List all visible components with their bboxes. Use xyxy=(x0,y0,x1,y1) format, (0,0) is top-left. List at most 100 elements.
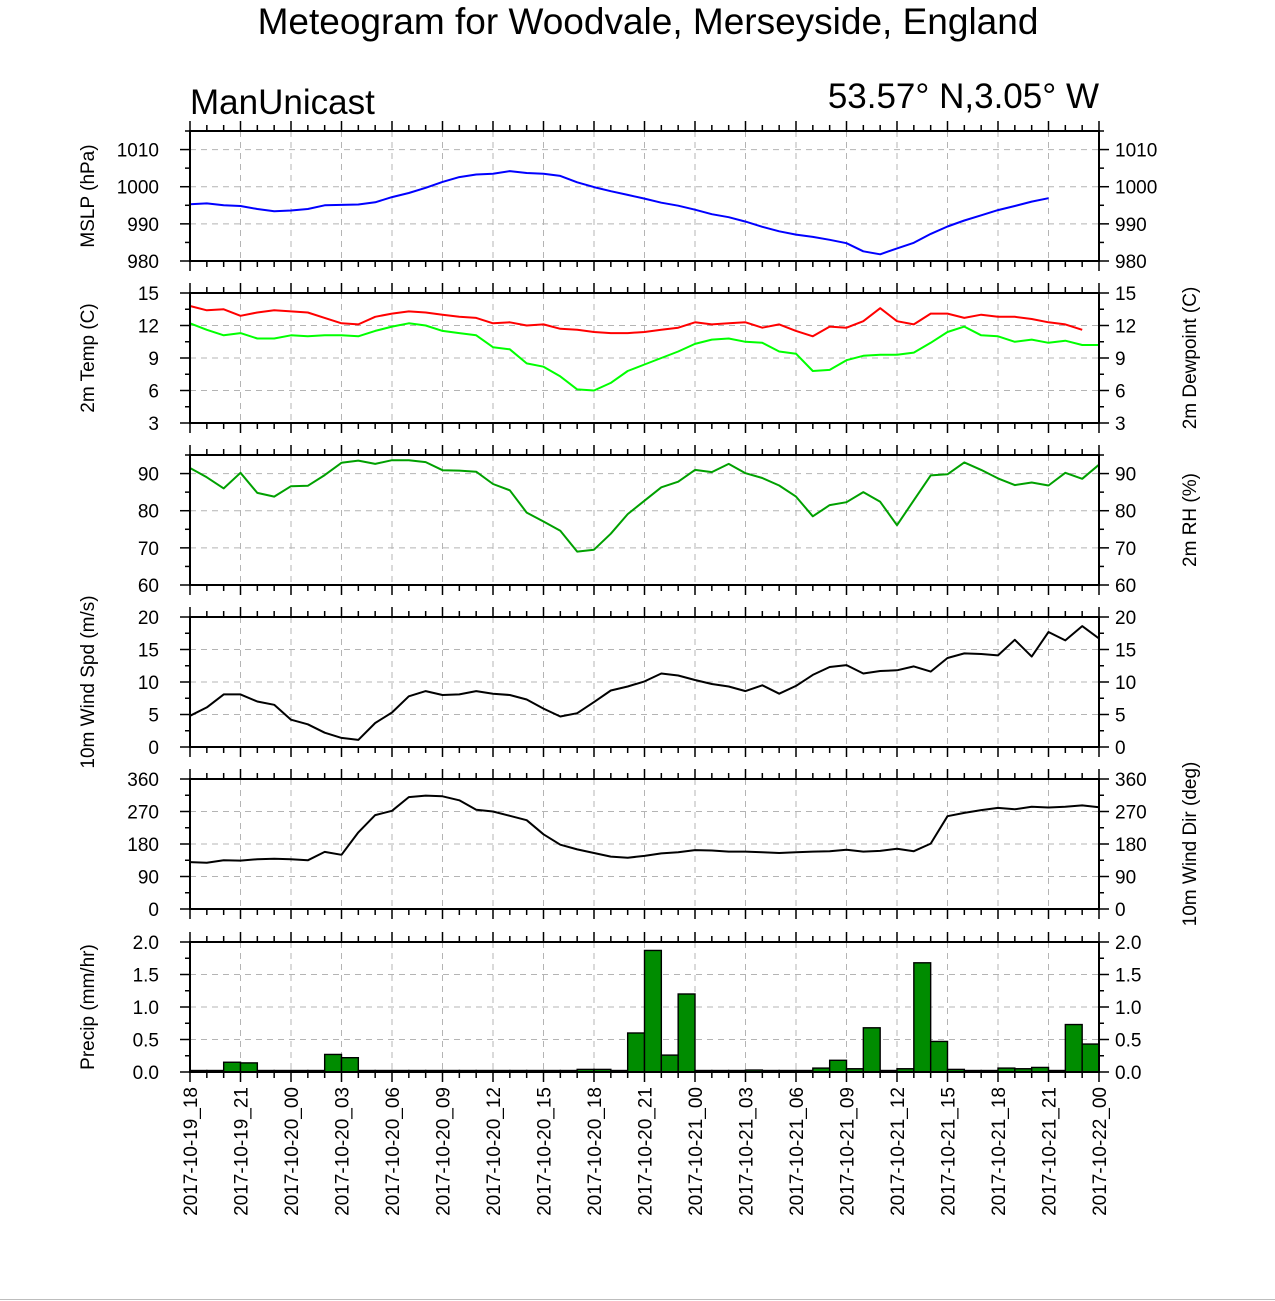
time-tick-label: 2017-10-22_00 xyxy=(1090,1087,1111,1216)
y-tick-label-right: 180 xyxy=(1115,835,1147,856)
precip-bar xyxy=(643,949,663,1073)
precip-bar xyxy=(340,1056,360,1073)
time-tick-label: 2017-10-19_18 xyxy=(181,1087,202,1216)
y-tick-label-left: 12 xyxy=(138,317,159,338)
time-tick-label: 2017-10-20_18 xyxy=(585,1087,606,1216)
y-axis-title-right: 2m RH (%) xyxy=(1180,473,1201,567)
time-tick-label: 2017-10-20_00 xyxy=(282,1087,303,1216)
panel-relative-humidity: 60 60 70 70 80 80 90 90 2m RH (%) xyxy=(138,445,1201,597)
y-tick-label-right: 6 xyxy=(1115,382,1126,403)
precip-bar xyxy=(239,1062,259,1073)
precip-bar xyxy=(323,1053,343,1073)
precip-bar xyxy=(677,993,696,1073)
y-tick-label-right: 0 xyxy=(1115,900,1126,921)
y-tick-label-right: 990 xyxy=(1115,215,1147,236)
time-tick-label: 2017-10-20_12 xyxy=(484,1087,505,1216)
precip-bar xyxy=(929,1040,949,1073)
source-label: ManUnicast xyxy=(190,83,375,122)
precip-bar xyxy=(913,962,932,1073)
y-tick-label-left: 6 xyxy=(148,382,159,403)
series-line-relative-humidity-0 xyxy=(189,459,1100,553)
y-tick-label-left: 0.5 xyxy=(133,1031,159,1052)
time-tick-label: 2017-10-21_12 xyxy=(888,1087,909,1216)
y-tick-label-left: 990 xyxy=(127,215,159,236)
time-tick-label: 2017-10-21_15 xyxy=(939,1087,960,1216)
time-tick-label: 2017-10-21_00 xyxy=(686,1087,707,1216)
y-tick-label-left: 0 xyxy=(148,900,159,921)
y-tick-label-right: 3 xyxy=(1115,414,1126,435)
precip-bar xyxy=(1081,1043,1100,1073)
y-tick-label-right: 1.5 xyxy=(1115,966,1141,987)
y-tick-label-left: 9 xyxy=(148,349,159,370)
series-line-temperature-dewpoint-0 xyxy=(189,305,1083,338)
time-tick-label: 2017-10-21_21 xyxy=(1040,1087,1061,1216)
precip-bar xyxy=(862,1027,881,1073)
panel-wind-speed: 0 0 5 5 10 10 15 15 20 20 10m Wind Spd (m/s) xyxy=(78,595,1136,768)
series-line-wind-speed-0 xyxy=(189,625,1100,741)
y-tick-label-left: 10 xyxy=(138,673,159,694)
y-tick-label-left: 1.5 xyxy=(133,966,159,987)
y-tick-label-right: 0 xyxy=(1115,738,1126,759)
y-tick-label-left: 180 xyxy=(127,835,159,856)
y-axis-title-right: 2m Dewpoint (C) xyxy=(1180,287,1201,430)
y-tick-label-right: 980 xyxy=(1115,252,1147,273)
y-tick-label-left: 70 xyxy=(138,539,159,560)
time-tick-label: 2017-10-20_06 xyxy=(383,1087,404,1216)
time-tick-label: 2017-10-21_03 xyxy=(737,1087,758,1216)
y-tick-label-left: 980 xyxy=(127,252,159,273)
y-tick-label-right: 60 xyxy=(1115,576,1136,597)
time-tick-label: 2017-10-19_21 xyxy=(232,1087,253,1216)
location-label: 53.57° N,3.05° W xyxy=(828,77,1099,116)
time-tick-label: 2017-10-21_06 xyxy=(787,1087,808,1216)
precip-bar xyxy=(626,1032,646,1073)
series-line-mslp-0 xyxy=(189,170,1049,256)
y-tick-label-left: 1010 xyxy=(117,141,159,162)
precip-bar xyxy=(660,1054,679,1073)
y-tick-label-right: 270 xyxy=(1115,803,1147,824)
y-axis-title-left: Precip (mm/hr) xyxy=(78,944,99,1070)
y-tick-label-left: 1000 xyxy=(117,178,159,199)
y-tick-label-right: 0.0 xyxy=(1115,1063,1141,1084)
y-tick-label-right: 9 xyxy=(1115,349,1126,370)
y-tick-label-right: 1000 xyxy=(1115,178,1157,199)
y-tick-label-left: 60 xyxy=(138,576,159,597)
y-tick-label-right: 90 xyxy=(1115,868,1136,889)
y-tick-label-left: 15 xyxy=(138,284,159,305)
y-tick-label-right: 15 xyxy=(1115,641,1136,662)
y-tick-label-left: 90 xyxy=(138,465,159,486)
y-tick-label-left: 270 xyxy=(127,803,159,824)
y-tick-label-right: 70 xyxy=(1115,539,1136,560)
time-tick-label: 2017-10-20_21 xyxy=(636,1087,657,1216)
y-axis-title-left: 2m Temp (C) xyxy=(78,303,99,412)
time-tick-label: 2017-10-20_09 xyxy=(434,1087,455,1216)
bottom-divider xyxy=(0,1299,1275,1300)
y-tick-label-right: 5 xyxy=(1115,706,1126,727)
y-tick-label-right: 2.0 xyxy=(1115,933,1141,954)
time-tick-label: 2017-10-21_18 xyxy=(989,1087,1010,1216)
y-tick-label-right: 15 xyxy=(1115,284,1136,305)
y-tick-label-left: 15 xyxy=(138,641,159,662)
series-line-temperature-dewpoint-1 xyxy=(189,322,1099,392)
precip-bar xyxy=(828,1059,848,1073)
y-tick-label-right: 12 xyxy=(1115,317,1136,338)
y-tick-label-right: 10 xyxy=(1115,673,1136,694)
time-tick-label: 2017-10-21_09 xyxy=(838,1087,859,1216)
chart-title: Meteogram for Woodvale, Merseyside, Engl… xyxy=(258,1,1039,42)
precip-bar xyxy=(222,1061,242,1073)
y-tick-label-right: 80 xyxy=(1115,502,1136,523)
y-tick-label-left: 2.0 xyxy=(133,933,159,954)
y-tick-label-right: 20 xyxy=(1115,608,1136,629)
panel-wind-direction: 0 0 90 90 180 180 270 270 360 360 10m Wind Dir (de… xyxy=(127,762,1201,927)
y-tick-label-left: 80 xyxy=(138,502,159,523)
panel-precipitation: 0.0 0.0 0.5 0.5 1.0 1.0 1.5 1.5 2.0 2.0 Precip (mm… xyxy=(78,932,1141,1084)
y-tick-label-right: 1.0 xyxy=(1115,998,1141,1019)
y-tick-label-right: 360 xyxy=(1115,770,1147,791)
y-tick-label-left: 20 xyxy=(138,608,159,629)
y-axis-title-left: 10m Wind Spd (m/s) xyxy=(78,595,99,768)
time-axis: 2017-10-19_18 2017-10-19_21 2017-10-20_00 2… xyxy=(181,1087,1111,1216)
y-tick-label-left: 1.0 xyxy=(133,998,159,1019)
y-tick-label-left: 0.0 xyxy=(133,1063,159,1084)
y-axis-title-right: 10m Wind Dir (deg) xyxy=(1180,762,1201,927)
